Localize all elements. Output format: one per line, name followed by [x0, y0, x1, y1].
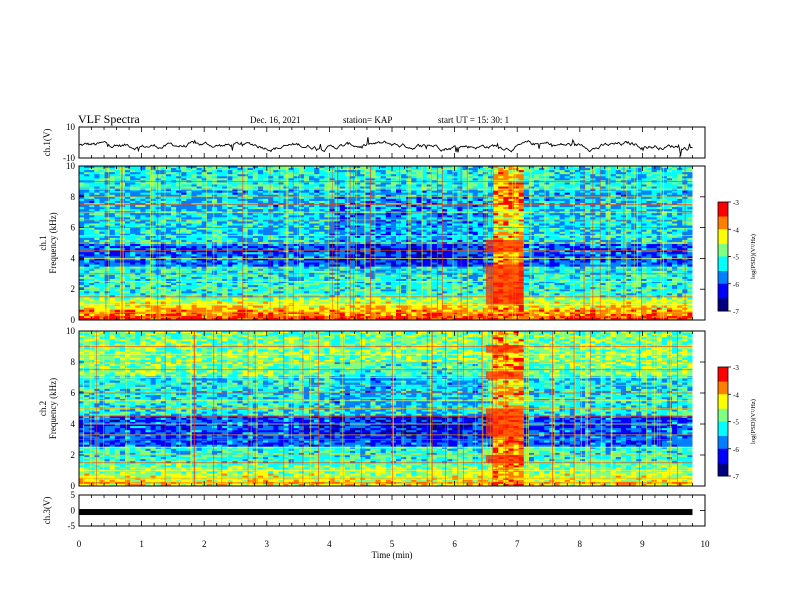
date-label: Dec. 16, 2021	[250, 115, 301, 125]
ch1-waveform-ytick-label: 10	[66, 122, 76, 132]
station-label: station= KAP	[343, 115, 392, 125]
figure-title: VLF Spectra	[78, 112, 140, 126]
ch1-waveform-line	[79, 137, 693, 156]
start-time-label: start UT = 15: 30: 1	[438, 115, 509, 125]
ch1-waveform-ylabel: ch.1(V)	[42, 129, 52, 157]
